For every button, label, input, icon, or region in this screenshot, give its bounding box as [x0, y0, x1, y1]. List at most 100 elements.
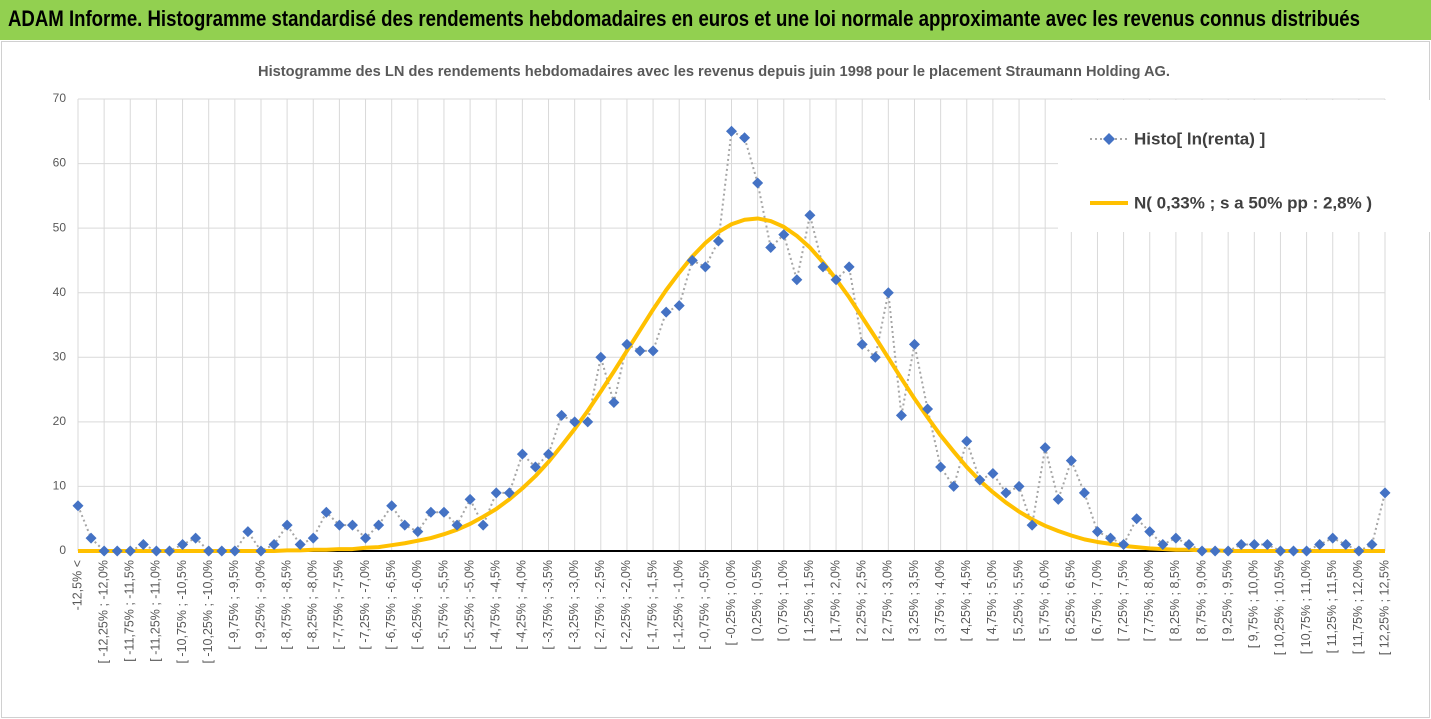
histogram-marker — [752, 177, 764, 189]
y-tick-label: 20 — [53, 414, 67, 428]
y-tick-label: 60 — [53, 156, 67, 170]
x-tick-label: [ -7,25% ; -7,0% — [358, 560, 372, 650]
x-tick-label: [ 8,25% ; 8,5% — [1168, 560, 1182, 641]
legend-label: Histo[ ln(renta) ] — [1134, 129, 1265, 148]
x-tick-label: [ -4,75% ; -4,5% — [489, 560, 503, 650]
histogram-marker — [85, 532, 97, 544]
x-tick-label: [ -1,75% ; -1,5% — [645, 560, 659, 650]
x-tick-label: [ -5,25% ; -5,0% — [462, 560, 476, 650]
x-tick-label: [ -11,25% ; -11,0% — [149, 560, 163, 662]
x-tick-label: [ -1,25% ; -1,0% — [672, 560, 686, 650]
y-tick-label: 50 — [53, 220, 67, 234]
x-tick-label: [ 5,25% ; 5,5% — [1011, 560, 1025, 641]
histogram-marker — [961, 435, 973, 447]
histogram-marker — [895, 409, 907, 421]
x-tick-label: [ -0,25% ; 0,0% — [724, 560, 738, 645]
x-tick-label: [ 6,75% ; 7,0% — [1090, 560, 1104, 641]
chart-title: ADAM Informe. Histogramme standardisé de… — [8, 6, 1360, 31]
histogram-marker — [150, 545, 162, 557]
histogram-marker — [163, 545, 175, 557]
x-tick-label: [ 7,25% ; 7,5% — [1116, 560, 1130, 641]
x-tick-label: [ 9,25% ; 9,5% — [1220, 560, 1234, 641]
histogram-marker — [1131, 513, 1143, 525]
chart-subtitle: Histogramme des LN des rendements hebdom… — [258, 63, 1170, 80]
histogram-marker — [1118, 539, 1130, 551]
histogram-marker — [1026, 519, 1038, 531]
histogram-marker — [294, 539, 306, 551]
x-tick-label: [ -5,75% ; -5,5% — [436, 560, 450, 650]
histogram-marker — [543, 448, 555, 460]
histogram-marker — [712, 235, 724, 247]
histogram-marker — [935, 461, 947, 473]
histogram-marker — [1105, 532, 1117, 544]
histogram-marker — [1353, 545, 1365, 557]
histogram-marker — [882, 287, 894, 299]
histogram-marker — [1366, 539, 1378, 551]
histogram-marker — [72, 500, 84, 512]
histogram-marker — [216, 545, 228, 557]
histogram-marker — [1000, 487, 1012, 499]
histogram-marker — [922, 403, 934, 415]
x-tick-label: [ -9,25% ; -9,0% — [253, 560, 267, 650]
histogram-marker — [490, 487, 502, 499]
histogram-marker — [1340, 539, 1352, 551]
x-tick-label: [ 0,25% ; 0,5% — [750, 560, 764, 641]
histogram-marker — [1196, 545, 1208, 557]
histogram-marker — [412, 526, 424, 538]
histogram-marker — [569, 416, 581, 428]
histogram-marker — [726, 125, 737, 137]
legend-box — [1058, 100, 1431, 232]
histogram-marker — [778, 229, 790, 241]
x-tick-label: [ -2,75% ; -2,5% — [593, 560, 607, 650]
x-tick-label: [ 6,25% ; 6,5% — [1064, 560, 1078, 641]
x-tick-label: [ 10,25% ; 10,5% — [1273, 560, 1287, 655]
histogram-marker — [177, 539, 189, 551]
x-tick-label: [ 5,75% ; 6,0% — [1037, 560, 1051, 641]
x-tick-label: [ 7,75% ; 8,0% — [1142, 560, 1156, 641]
histogram-marker — [608, 396, 620, 408]
x-tick-label: [ -4,25% ; -4,0% — [515, 560, 529, 650]
histogram-marker — [268, 539, 280, 551]
histogram-marker — [399, 519, 411, 531]
histogram-marker — [739, 132, 751, 144]
histogram-marker — [346, 519, 358, 531]
histogram-marker — [229, 545, 241, 557]
x-tick-label: [ -6,25% ; -6,0% — [410, 560, 424, 650]
histogram-marker — [516, 448, 528, 460]
histogram-marker — [255, 545, 267, 557]
histogram-marker — [307, 532, 319, 544]
histogram-marker — [529, 461, 541, 473]
histogram-marker — [373, 519, 385, 531]
histogram-marker — [464, 493, 476, 505]
histogram-marker — [974, 474, 986, 486]
x-tick-label: [ 11,25% ; 11,5% — [1325, 560, 1339, 653]
histogram-marker — [1065, 455, 1077, 467]
histogram-marker — [1170, 532, 1182, 544]
histogram-marker — [621, 338, 633, 350]
histogram-marker — [856, 338, 868, 350]
histogram-marker — [1301, 545, 1313, 557]
chart-frame — [1, 41, 1430, 718]
normal-curve — [78, 216, 1385, 553]
histogram-marker — [1078, 487, 1090, 499]
x-tick-label: [ 10,75% ; 11,0% — [1299, 560, 1313, 654]
x-tick-label: [ 2,75% ; 3,0% — [881, 560, 895, 641]
histogram-marker — [1327, 532, 1339, 544]
histogram-marker — [1039, 442, 1051, 454]
histogram-marker — [595, 351, 607, 363]
x-tick-label: [ 1,25% ; 1,5% — [802, 560, 816, 641]
x-tick-label: [ 4,25% ; 4,5% — [959, 560, 973, 641]
histogram-marker — [1052, 493, 1064, 505]
x-tick-label: [ 3,25% ; 3,5% — [907, 560, 921, 641]
x-tick-label: [ -3,75% ; -3,5% — [541, 560, 555, 650]
histogram-marker — [1235, 539, 1247, 551]
x-tick-label: [ 12,25% ; 12,5% — [1377, 560, 1391, 655]
histogram-marker — [477, 519, 489, 531]
x-tick-label: [ 9,75% ; 10,0% — [1247, 560, 1261, 648]
histogram-marker — [190, 532, 202, 544]
histogram-marker — [98, 545, 110, 557]
y-tick-label: 40 — [53, 285, 67, 299]
title-banner — [0, 0, 1431, 40]
x-tick-label: [ -0,75% ; -0,5% — [698, 560, 712, 650]
